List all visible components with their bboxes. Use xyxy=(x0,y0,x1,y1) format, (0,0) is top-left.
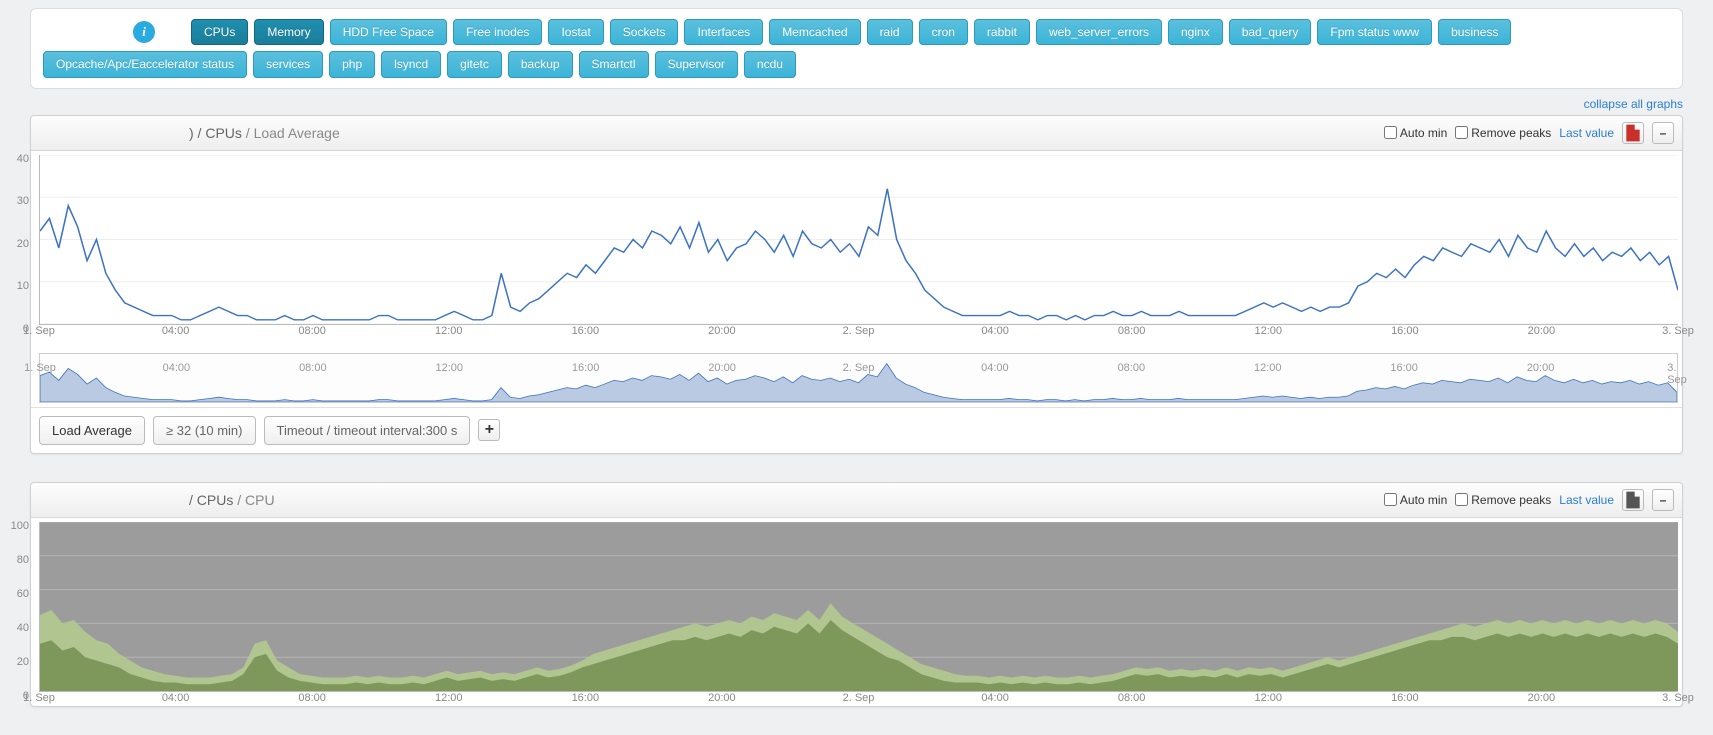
title-suffix: / Load Average xyxy=(242,125,340,141)
nav-tab-nginx[interactable]: nginx xyxy=(1168,19,1223,45)
last-value-link[interactable]: Last value xyxy=(1559,126,1614,140)
nav-tab-iostat[interactable]: Iostat xyxy=(548,19,603,45)
threshold-pill[interactable]: ≥ 32 (10 min) xyxy=(153,416,256,445)
title-mid: CPUs xyxy=(205,125,242,141)
panel-cpu: / CPUs / CPU Auto min Remove peaks Last … xyxy=(30,482,1683,707)
panel-load-average: ) / CPUs / Load Average Auto min Remove … xyxy=(30,115,1683,454)
remove-peaks-checkbox[interactable]: Remove peaks xyxy=(1455,493,1551,507)
export-button[interactable] xyxy=(1622,489,1644,511)
x-axis: 1. Sep04:0008:0012:0016:0020:002. Sep04:… xyxy=(39,692,1678,706)
timeout-pill[interactable]: Timeout / timeout interval:300 s xyxy=(264,416,471,445)
line-chart-load-average[interactable] xyxy=(39,155,1678,325)
auto-min-label: Auto min xyxy=(1400,126,1447,140)
nav-tab-opcache-apc-eaccelerator-status[interactable]: Opcache/Apc/Eaccelerator status xyxy=(43,51,247,77)
panel-controls: Auto min Remove peaks Last value – xyxy=(1384,489,1674,511)
panel-header: / CPUs / CPU Auto min Remove peaks Last … xyxy=(31,483,1682,518)
auto-min-checkbox[interactable]: Auto min xyxy=(1384,493,1447,507)
nav-tab-gitetc[interactable]: gitetc xyxy=(447,51,502,77)
chart-area: 020406080100 1. Sep04:0008:0012:0016:002… xyxy=(31,522,1682,706)
nav-tab-raid[interactable]: raid xyxy=(867,19,913,45)
title-prefix: ) / xyxy=(189,125,205,141)
title-suffix: / CPU xyxy=(233,492,274,508)
nav-tab-cron[interactable]: cron xyxy=(919,19,968,45)
info-icon[interactable]: i xyxy=(133,21,155,43)
panel-header: ) / CPUs / Load Average Auto min Remove … xyxy=(31,116,1682,151)
title-mid: CPUs xyxy=(197,492,234,508)
add-alert-button[interactable]: + xyxy=(478,419,500,441)
auto-min-checkbox[interactable]: Auto min xyxy=(1384,126,1447,140)
nav-tab-web-server-errors[interactable]: web_server_errors xyxy=(1036,19,1162,45)
nav-tab-smartctl[interactable]: Smartctl xyxy=(579,51,649,77)
nav-tab-bad-query[interactable]: bad_query xyxy=(1229,19,1312,45)
nav-tab-rabbit[interactable]: rabbit xyxy=(974,19,1030,45)
x-axis: 1. Sep04:0008:0012:0016:0020:002. Sep04:… xyxy=(39,325,1678,339)
nav-tab-php[interactable]: php xyxy=(329,51,375,77)
last-value-link[interactable]: Last value xyxy=(1559,493,1614,507)
nav-tab-ncdu[interactable]: ncdu xyxy=(744,51,796,77)
nav-tab-hdd-free-space[interactable]: HDD Free Space xyxy=(330,19,447,45)
nav-tab-cpus[interactable]: CPUs xyxy=(191,19,248,45)
nav-tab-memcached[interactable]: Memcached xyxy=(769,19,860,45)
title-prefix: / xyxy=(189,492,197,508)
nav-tab-supervisor[interactable]: Supervisor xyxy=(655,51,738,77)
chart-area: 010203040 1. Sep04:0008:0012:0016:0020:0… xyxy=(31,155,1682,403)
metric-name-pill: Load Average xyxy=(39,416,145,445)
remove-peaks-label: Remove peaks xyxy=(1471,493,1551,507)
panel-title: / CPUs / CPU xyxy=(39,492,275,508)
collapse-button[interactable]: – xyxy=(1652,489,1674,511)
remove-peaks-label: Remove peaks xyxy=(1471,126,1551,140)
nav-tab-services[interactable]: services xyxy=(253,51,323,77)
nav-tabs-container: i CPUsMemory HDD Free SpaceFree inodesIos… xyxy=(30,8,1683,89)
nav-tab-interfaces[interactable]: Interfaces xyxy=(684,19,763,45)
nav-tab-backup[interactable]: backup xyxy=(508,51,573,77)
nav-tab-sockets[interactable]: Sockets xyxy=(610,19,679,45)
export-button[interactable] xyxy=(1622,122,1644,144)
nav-row-1: i CPUsMemory HDD Free SpaceFree inodesIos… xyxy=(43,19,1670,45)
y-axis: 020406080100 xyxy=(3,522,31,706)
nav-tab-memory[interactable]: Memory xyxy=(254,19,323,45)
alert-bar: Load Average ≥ 32 (10 min) Timeout / tim… xyxy=(31,407,1682,453)
collapse-all-link[interactable]: collapse all graphs xyxy=(30,97,1683,111)
nav-tab-business[interactable]: business xyxy=(1438,19,1511,45)
remove-peaks-checkbox[interactable]: Remove peaks xyxy=(1455,126,1551,140)
collapse-button[interactable]: – xyxy=(1652,122,1674,144)
auto-min-label: Auto min xyxy=(1400,493,1447,507)
nav-tab-lsyncd[interactable]: lsyncd xyxy=(381,51,441,77)
nav-tab-fpm-status-www[interactable]: Fpm status www xyxy=(1317,19,1432,45)
panel-controls: Auto min Remove peaks Last value – xyxy=(1384,122,1674,144)
nav-row-2: Opcache/Apc/Eaccelerator statusservicesp… xyxy=(43,51,1670,77)
nav-tab-free-inodes[interactable]: Free inodes xyxy=(453,19,542,45)
area-chart-cpu[interactable] xyxy=(39,522,1678,692)
panel-title: ) / CPUs / Load Average xyxy=(39,125,340,141)
overview-chart[interactable]: 1. Sep04:0008:0012:0016:0020:002. Sep04:… xyxy=(39,353,1678,403)
